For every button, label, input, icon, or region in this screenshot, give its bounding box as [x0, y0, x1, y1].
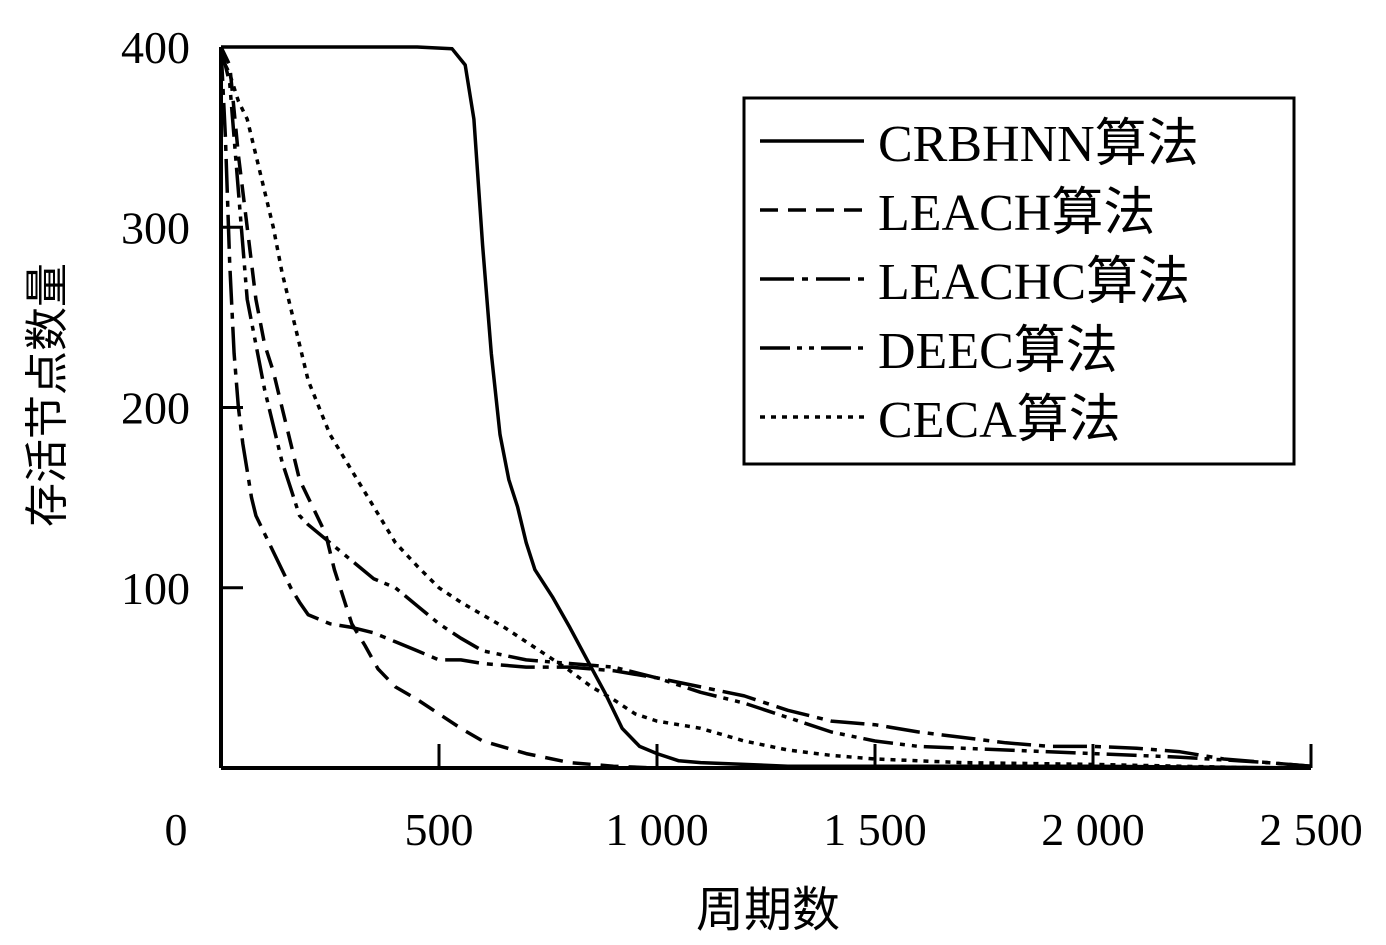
- series-line-2: [219, 46, 745, 770]
- series-line-3: [219, 46, 1312, 768]
- legend-box: [742, 96, 1296, 466]
- x-tick-label: 2 500: [1259, 804, 1363, 855]
- y-axis-title-wrap: 存活节点数量: [23, 263, 72, 527]
- x-tick-label: 1 500: [823, 804, 927, 855]
- y-tick-label: 300: [121, 202, 190, 253]
- legend: CRBHNN算法 LEACH算法 LEACHC算法 DEEC算法 CECA算法: [742, 96, 1296, 466]
- legend-label-4: DEEC算法: [878, 323, 1118, 380]
- y-axis-title: 存活节点数量: [23, 263, 72, 527]
- y-tick-label: 400: [121, 22, 190, 73]
- y-tick-label: 200: [121, 383, 190, 434]
- x-tick-label: 2 000: [1041, 804, 1145, 855]
- series-line-1: [221, 45, 1312, 770]
- legend-label-2: LEACH算法: [878, 185, 1155, 242]
- x-tick-label: 500: [405, 804, 474, 855]
- series-lines: [219, 45, 1312, 770]
- x-ticks: 0 500 1 000 1 500 2 000 2 500: [165, 744, 1363, 855]
- legend-label-3: LEACHC算法: [878, 254, 1190, 311]
- legend-label-1: CRBHNN算法: [878, 116, 1199, 173]
- legend-label-5: CECA算法: [878, 392, 1121, 449]
- y-tick-label: 100: [121, 563, 190, 614]
- y-ticks: 100 200 300 400: [121, 22, 243, 614]
- x-axis-title: 周期数: [696, 884, 840, 937]
- series-line-5: [219, 55, 1311, 770]
- x-tick-label: 0: [165, 804, 188, 855]
- x-tick-label: 1 000: [605, 804, 709, 855]
